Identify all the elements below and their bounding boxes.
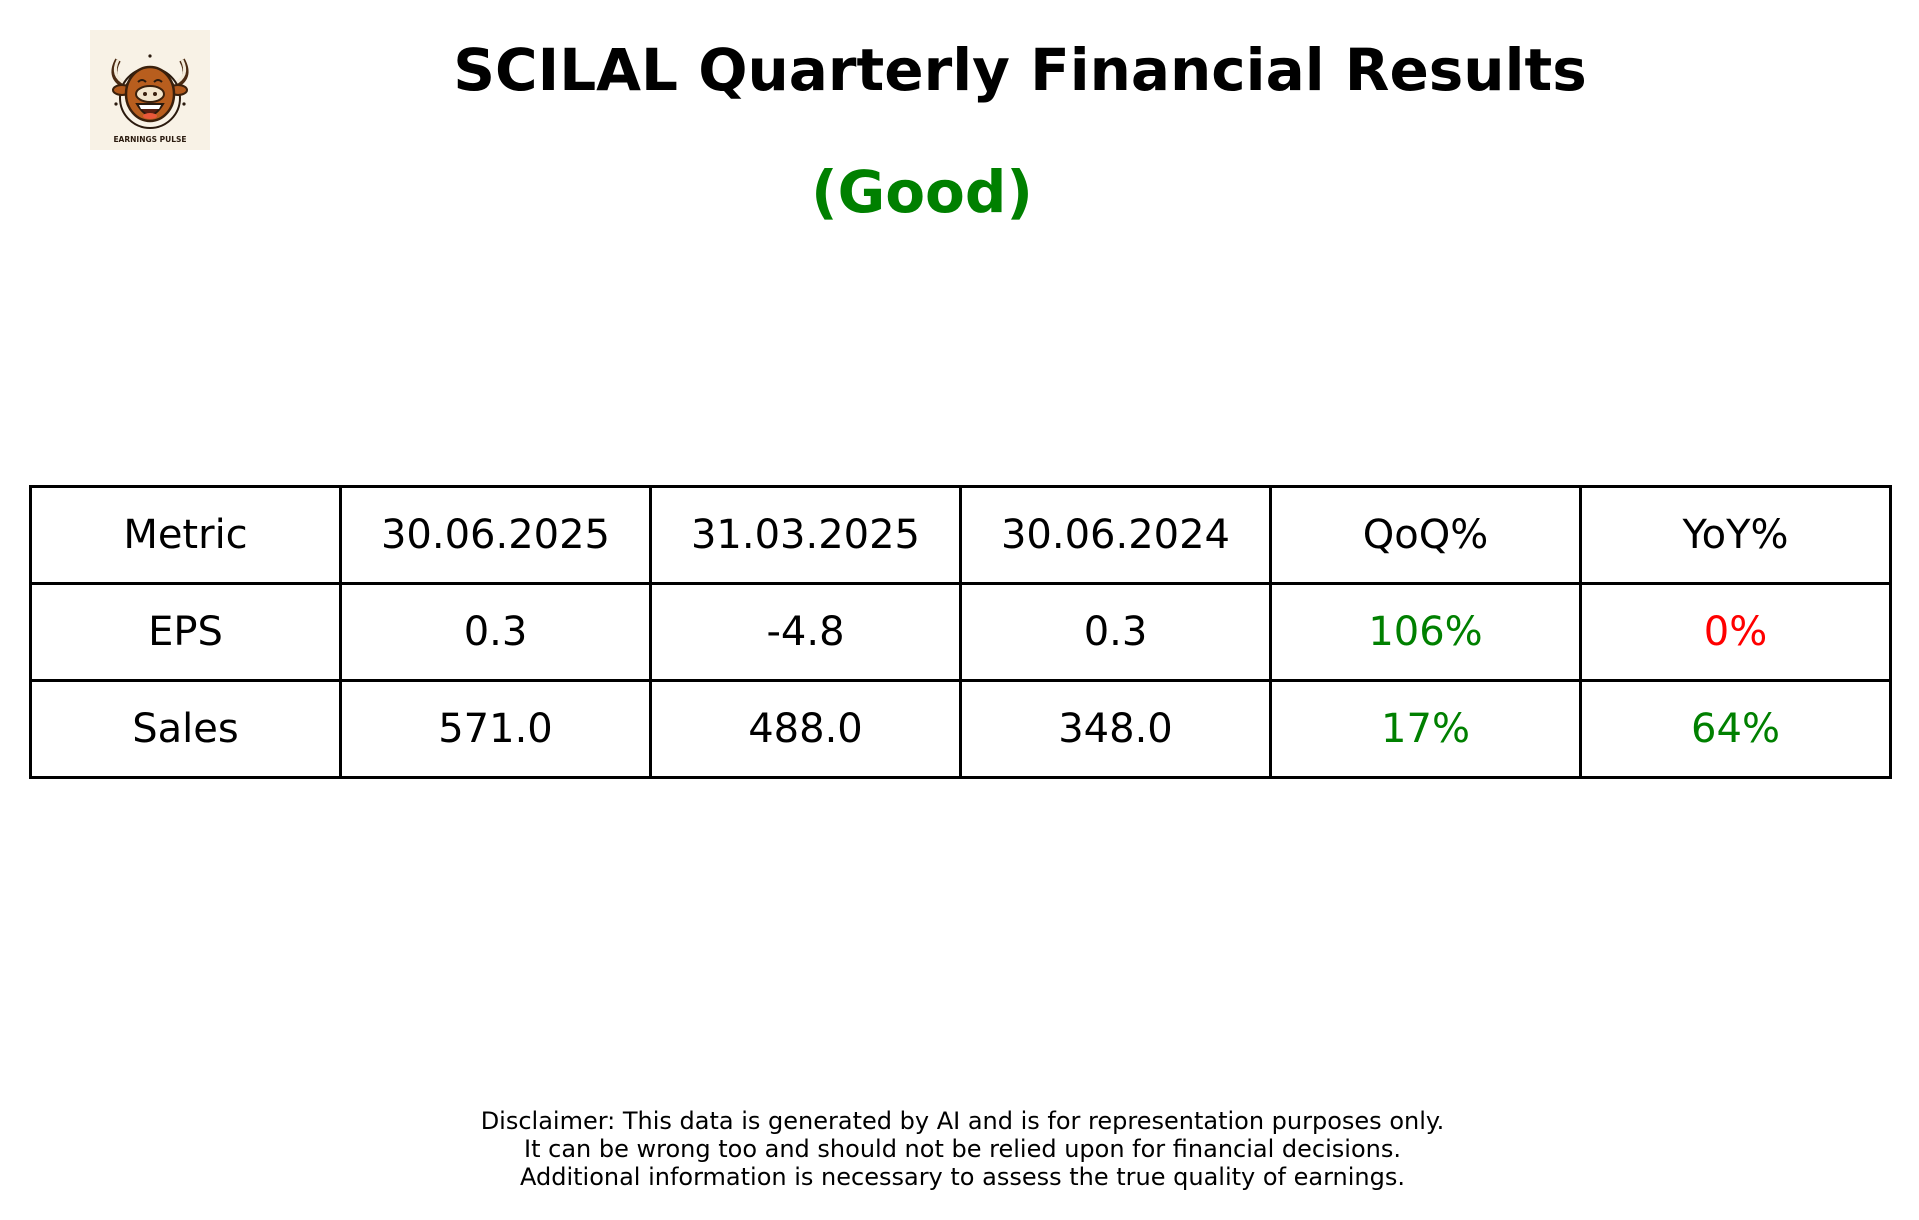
disclaimer-line: It can be wrong too and should not be re…: [524, 1135, 1401, 1163]
table-row: EPS 0.3 -4.8 0.3 106% 0%: [29, 582, 1892, 682]
disclaimer-line: Disclaimer: This data is generated by AI…: [480, 1107, 1445, 1135]
header-qoq: QoQ%: [1269, 485, 1582, 585]
header-q1: 30.06.2025: [339, 485, 652, 585]
disclaimer: Disclaimer: This data is generated by AI…: [0, 1107, 1919, 1191]
results-table: Metric 30.06.2025 31.03.2025 30.06.2024 …: [29, 485, 1892, 779]
page-title: SCILAL Quarterly Financial Results: [453, 36, 1587, 104]
bull-mascot-icon: EARNINGS PULSE: [111, 54, 189, 144]
yoy-cell: 64%: [1579, 679, 1892, 779]
qoq-cell: 17%: [1269, 679, 1582, 779]
header-q2: 31.03.2025: [649, 485, 962, 585]
disclaimer-line: Additional information is necessary to a…: [519, 1163, 1405, 1191]
yoy-cell: 0%: [1579, 582, 1892, 682]
header-q3: 30.06.2024: [959, 485, 1272, 585]
rating-label: (Good): [811, 158, 1033, 226]
metric-cell: EPS: [29, 582, 342, 682]
value-cell: -4.8: [649, 582, 962, 682]
earnings-pulse-logo: EARNINGS PULSE: [90, 30, 210, 150]
metric-cell: Sales: [29, 679, 342, 779]
header-metric: Metric: [29, 485, 342, 585]
value-cell: 348.0: [959, 679, 1272, 779]
qoq-cell: 106%: [1269, 582, 1582, 682]
header-yoy: YoY%: [1579, 485, 1892, 585]
value-cell: 571.0: [339, 679, 652, 779]
value-cell: 0.3: [339, 582, 652, 682]
svg-text:EARNINGS PULSE: EARNINGS PULSE: [113, 135, 186, 144]
table-row: Sales 571.0 488.0 348.0 17% 64%: [29, 679, 1892, 779]
table-header-row: Metric 30.06.2025 31.03.2025 30.06.2024 …: [29, 485, 1892, 585]
value-cell: 488.0: [649, 679, 962, 779]
value-cell: 0.3: [959, 582, 1272, 682]
